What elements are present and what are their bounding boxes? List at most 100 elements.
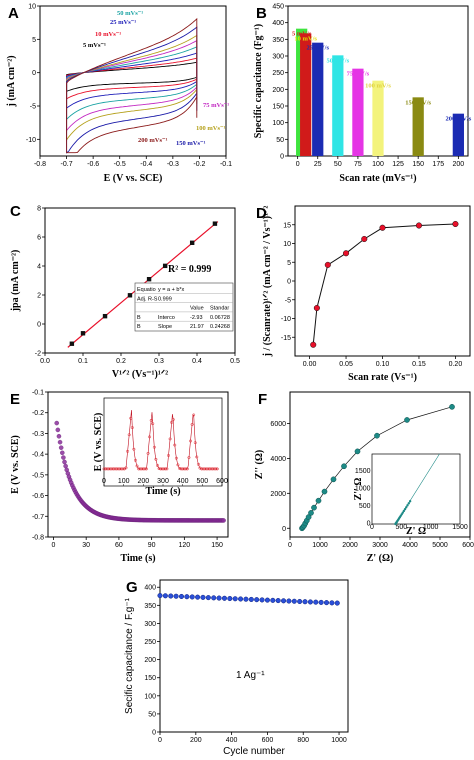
- panel-g-point: [184, 594, 190, 600]
- panel-e-inset-point: [187, 456, 191, 459]
- panel-g-point: [270, 597, 276, 603]
- panel-b-xtick-label: 75: [354, 161, 362, 168]
- panel-e-inset-point: [141, 467, 145, 471]
- panel-c-ytick-label: 8: [37, 206, 41, 213]
- panel-b-xtick-label: 125: [392, 161, 404, 168]
- panel-g-point: [254, 597, 260, 603]
- panel-f-inset-ylabel: Z'' Ω: [353, 478, 364, 501]
- panel-e-inset-point: [173, 443, 177, 447]
- panel-c-table-cell: 0.999: [158, 296, 172, 302]
- panel-c-r2: R² = 0.999: [168, 264, 211, 275]
- panel-c-table-cell: Interco: [158, 315, 175, 321]
- panel-f-inset-ytick-label: 1500: [355, 468, 371, 475]
- panel-a-frame: [39, 5, 227, 157]
- panel-e-inset-point: [145, 467, 148, 471]
- panel-e-xtick-label: 0: [52, 542, 56, 549]
- panel-f-point: [330, 476, 337, 483]
- panel-e-inset-point: [206, 467, 210, 471]
- panel-g-ytick-label: 300: [144, 621, 156, 628]
- panel-g-frame: [159, 579, 349, 733]
- panel-f-point: [315, 497, 322, 504]
- panel-e-ytick-label: -0.8: [32, 535, 44, 542]
- panel-b-bar: [352, 68, 364, 156]
- panel-e-inset-point: [110, 467, 114, 471]
- panel-f-point: [354, 448, 361, 455]
- panel-d-point: [361, 235, 368, 243]
- panel-e-point: [57, 439, 63, 445]
- panel-e-inset-point: [138, 467, 142, 471]
- panel-c-table-cell: 21.97: [190, 324, 204, 330]
- panel-f-xtick-label: 0: [288, 542, 292, 549]
- panel-f-inset-point: [408, 500, 412, 503]
- panel-f-point: [305, 514, 312, 520]
- panel-a-series-label: 100 mVs⁻¹: [196, 125, 225, 132]
- panel-f-xlabel: Z' (Ω): [367, 553, 394, 564]
- panel-b-ytick-label: 50: [276, 137, 284, 144]
- panel-a-ytick-label: 0: [32, 70, 36, 77]
- panel-e-ytick-label: -0.7: [32, 514, 44, 521]
- panel-c-table-cell: 0.06728: [210, 315, 230, 321]
- panel-a-series-label: 75 mVs⁻¹: [203, 102, 229, 109]
- panel-e-ytick-label: -0.6: [32, 493, 44, 500]
- panel-g-point: [173, 593, 179, 599]
- panel-e-inset-point: [149, 418, 153, 422]
- panel-f-point: [311, 504, 317, 511]
- panel-f-inset-point: [403, 507, 407, 511]
- panel-f-inset-point: [407, 502, 410, 505]
- panel-c-ytick-label: 0: [37, 322, 41, 329]
- panel-f-inset-xlabel: Z' Ω: [406, 526, 426, 537]
- panel-g-point: [318, 599, 324, 605]
- panel-a-series-label: 5 mVs⁻¹: [83, 42, 106, 49]
- panel-a-xlabel: E (V vs. SCE): [104, 173, 163, 184]
- panel-c-point: [102, 313, 108, 319]
- panel-c-point: [127, 293, 133, 298]
- panel-e-inset-point: [124, 466, 128, 470]
- panel-e-ytick-label: -0.2: [32, 410, 44, 417]
- panel-c-xtick-label: 0.4: [192, 358, 202, 365]
- panel-e-point: [62, 459, 67, 465]
- panel-g-point: [297, 598, 303, 605]
- panel-c-point: [212, 221, 218, 226]
- panel-c-ytick-label: 2: [37, 293, 41, 300]
- panel-e-point: [60, 450, 65, 456]
- panel-a-series-label: 200 mVs⁻¹: [138, 137, 167, 144]
- panel-e-inset-point: [140, 467, 144, 471]
- panel-c-ytick-label: 6: [37, 235, 41, 242]
- panel-e-inset-xtick-label: 100: [118, 478, 130, 485]
- panel-e-inset-xtick-label: 600: [216, 478, 228, 485]
- panel-f-point: [341, 463, 347, 470]
- panel-e-inset-point: [198, 466, 202, 470]
- panel-g-ylabel: Secific capacitance / F.g⁻¹: [124, 597, 135, 714]
- panel-b-bar: [452, 113, 464, 156]
- panel-b-ytick-label: 0: [280, 154, 284, 161]
- panel-e-inset-xtick-label: 500: [196, 478, 208, 485]
- panel-a-xtick-label: -0.4: [140, 161, 152, 168]
- panel-d-ytick-label: 10: [283, 241, 291, 248]
- panel-b-bar-label: 200 mV/s: [445, 116, 471, 123]
- panel-g-point: [216, 595, 222, 601]
- panel-b-ytick-label: 350: [272, 37, 284, 44]
- panel-c-point: [146, 276, 152, 282]
- panel-f-ytick-label: 6000: [270, 421, 286, 428]
- panel-e-inset-point: [108, 467, 112, 471]
- panel-e-inset-point: [107, 467, 111, 471]
- panel-c-xtick-label: 0.2: [116, 358, 126, 365]
- panel-g-xlabel: Cycle number: [223, 746, 285, 757]
- panel-a-xtick-label: -0.3: [167, 161, 179, 168]
- panel-f-inset-ytick-label: 500: [359, 503, 371, 510]
- panel-d-ytick-label: 0: [287, 279, 291, 286]
- panel-g-point: [238, 596, 244, 602]
- panel-b-ytick-label: 100: [272, 120, 284, 127]
- panel-b-xtick-label: 175: [432, 161, 444, 168]
- panel-c-table-cell: Value: [190, 306, 204, 312]
- panel-d-xtick-label: 0.20: [449, 361, 463, 368]
- panel-g-xtick-label: 0: [158, 737, 162, 744]
- panel-f-point: [308, 510, 314, 516]
- panel-g-ytick-label: 0: [152, 730, 156, 737]
- panel-b-bar: [300, 33, 312, 157]
- panel-e-inset-point: [135, 464, 139, 468]
- panel-e-point: [63, 463, 68, 469]
- panel-g-point: [211, 595, 217, 601]
- panel-g-point: [243, 596, 249, 602]
